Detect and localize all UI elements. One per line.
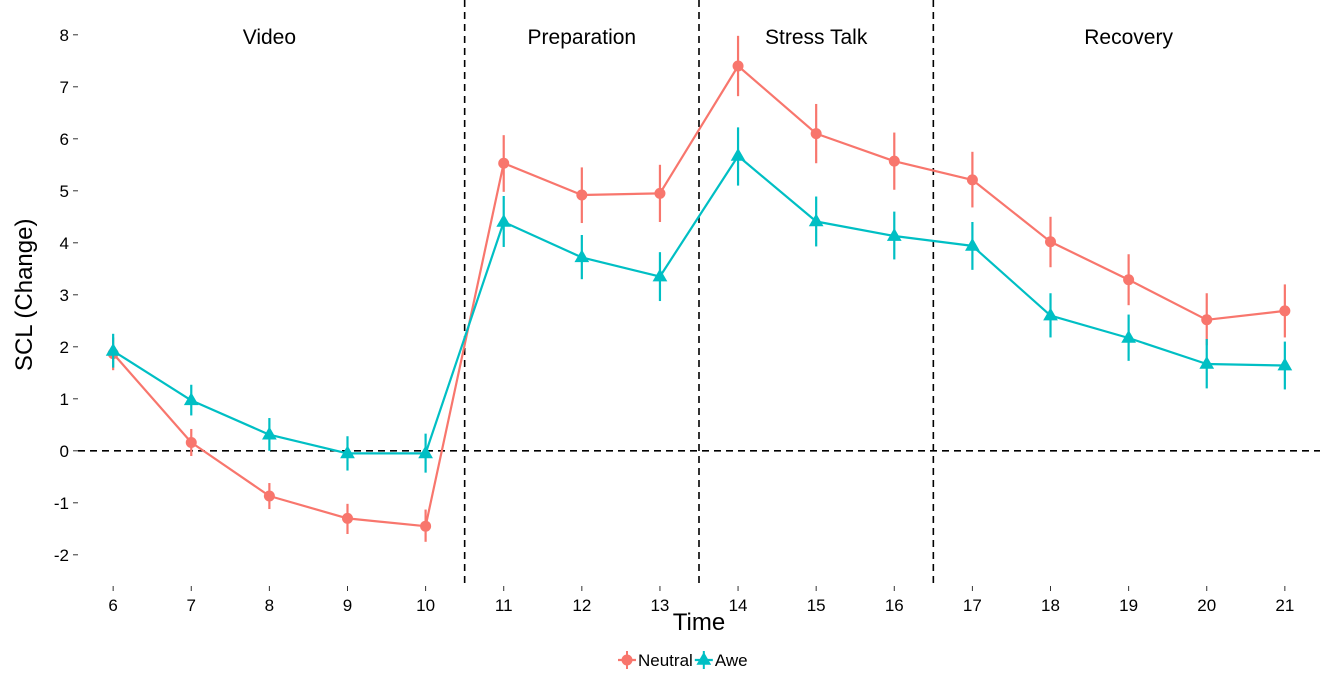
data-point [654,187,666,199]
data-point [808,213,824,227]
data-point [341,512,353,524]
x-tick-label: 8 [265,596,274,615]
phase-label: Video [243,26,296,49]
data-point [696,652,712,665]
phase-label: Stress Talk [765,26,868,49]
x-tick-label: 20 [1197,596,1216,615]
data-point [965,237,980,251]
phase-labels: Video Preparation Stress Talk Recovery [243,26,1174,49]
x-tick-label: 17 [963,596,982,615]
y-tick-label: 5 [60,182,69,201]
data-point [262,426,277,440]
x-tick-label: 16 [885,596,904,615]
legend-label: Awe [715,651,748,670]
data-point [418,445,433,459]
data-point [730,147,746,161]
y-tick-label: 2 [60,338,69,357]
data-point [810,128,822,140]
data-point [886,228,902,241]
phase-label: Preparation [528,26,637,49]
y-tick-label: 8 [60,26,69,45]
series-line [112,154,1285,455]
data-point [496,214,512,227]
data-point [1201,314,1213,326]
phase-label: Recovery [1084,26,1173,49]
data-point [621,654,633,666]
x-tick-label: 7 [187,596,196,615]
data-point [1279,305,1291,317]
x-axis-title: Time [673,609,725,636]
x-tick-label: 18 [1041,596,1060,615]
x-tick-label: 19 [1119,596,1138,615]
x-axis: 6 7 8 9 10 11 12 13 14 15 16 17 18 19 20 21 [108,586,1294,615]
x-tick-label: 6 [108,596,117,615]
y-tick-label: 4 [60,234,69,253]
x-tick-label: 15 [807,596,826,615]
data-point [576,189,588,201]
legend-label: Neutral [638,651,693,670]
x-tick-label: 21 [1275,596,1294,615]
x-tick-label: 9 [343,596,352,615]
data-point [185,436,197,448]
series-line [112,64,1285,528]
x-tick-label: 14 [729,596,748,615]
reference-lines [78,0,1320,586]
y-tick-label: 1 [60,390,69,409]
data-point [652,268,668,282]
data-point [1121,329,1136,343]
data-point [1123,274,1135,286]
x-tick-label: 13 [650,596,669,615]
y-tick-label: -1 [54,494,69,513]
y-tick-label: 3 [60,286,69,305]
data-point [105,342,121,356]
legend-item-awe: Awe [694,651,748,670]
data-point [498,157,510,169]
legend-item-neutral: Neutral [618,651,693,670]
x-tick-label: 12 [572,596,591,615]
y-tick-label: 7 [60,78,69,97]
data-series [105,35,1293,542]
series-neutral [107,35,1291,542]
data-point [888,155,900,167]
data-point [732,60,744,72]
x-tick-label: 10 [416,596,435,615]
y-axis: -2 -1 0 1 2 3 4 5 6 7 8 [54,26,78,565]
data-point [574,249,590,263]
data-point [1043,307,1058,321]
data-point [1199,355,1215,369]
data-point [263,490,275,502]
data-point [966,174,978,186]
y-axis-title: SCL (Change) [11,219,38,372]
data-point [1045,236,1057,248]
y-tick-label: 6 [60,130,69,149]
legend: Neutral Awe [618,651,748,670]
x-tick-label: 11 [495,596,513,615]
data-point [183,392,199,406]
y-tick-label: 0 [60,442,69,461]
y-tick-label: -2 [54,546,69,565]
data-point [340,445,355,459]
data-point [1277,357,1293,371]
series-awe [105,127,1293,473]
data-point [420,520,432,532]
